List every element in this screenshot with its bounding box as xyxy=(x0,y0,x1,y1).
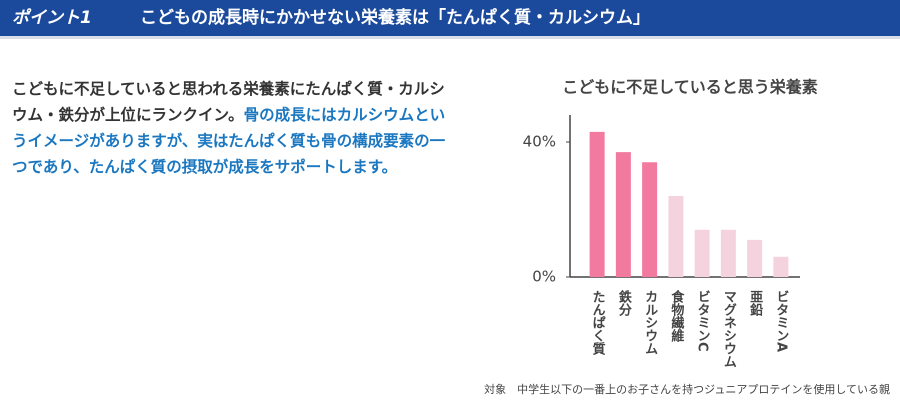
bar xyxy=(773,256,789,277)
highlight-text: 骨の成長にはカルシウムというイメージがありますが、実はたんぱく質も骨の構成要素の… xyxy=(12,106,446,176)
x-tick-label: カルシウム xyxy=(642,290,658,355)
bar xyxy=(668,196,684,277)
y-tick-label: 0% xyxy=(532,268,556,286)
bar xyxy=(747,239,763,277)
x-tick-label: ビタミンC xyxy=(695,290,711,352)
header: ポイント1 こどもの成長時にかかせない栄養素は「たんぱく質・カルシウム」 xyxy=(0,0,900,39)
header-title: こどもの成長時にかかせない栄養素は「たんぱく質・カルシウム」 xyxy=(140,8,650,28)
bar xyxy=(589,131,605,277)
header-label: ポイント1 xyxy=(12,8,92,28)
footnote: 対象 中学生以下の一番上のお子さんを持つジュニアプロテインを使用している親 xyxy=(484,382,890,396)
x-tick-label: 鉄分 xyxy=(616,289,632,317)
bar xyxy=(720,229,736,277)
paragraph: こどもに不足していると思われる栄養素にたんぱく質・カルシウム・鉄分が上位にランク… xyxy=(12,76,448,180)
x-tick-label: 亜鉛 xyxy=(747,290,763,317)
x-tick-label: ビタミンA xyxy=(773,290,789,352)
bar xyxy=(694,229,710,277)
text: こどもに不足していると思われる栄養素にたんぱく質・カルシウム・鉄分が上位にランク… xyxy=(12,80,445,124)
x-tick-label: たんぱく質 xyxy=(590,290,606,356)
bar xyxy=(615,152,631,277)
y-tick-label: 40% xyxy=(523,133,556,151)
chart-title: こどもに不足していると思う栄養素 xyxy=(562,78,818,97)
bar xyxy=(642,162,658,277)
x-tick-label: マグネシウム xyxy=(721,290,737,368)
x-tick-label: 食物繊維 xyxy=(668,289,684,343)
